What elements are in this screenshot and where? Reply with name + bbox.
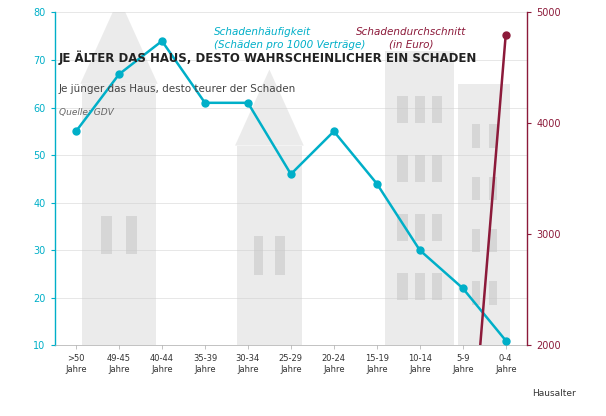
Bar: [415, 214, 425, 240]
Bar: [415, 273, 425, 300]
Bar: [489, 177, 497, 200]
Text: JE ÄLTER DAS HAUS, DESTO WAHRSCHEINLICHER EIN SCHADEN: JE ÄLTER DAS HAUS, DESTO WAHRSCHEINLICHE…: [59, 50, 477, 65]
Bar: [432, 214, 442, 240]
Bar: [254, 236, 264, 275]
Bar: [472, 281, 479, 305]
Text: Schadendurchschnitt
(in Euro): Schadendurchschnitt (in Euro): [356, 27, 467, 50]
Bar: [489, 229, 497, 253]
Bar: [398, 155, 408, 182]
Bar: [385, 50, 454, 345]
Text: Quelle: GDV: Quelle: GDV: [59, 108, 113, 116]
Bar: [237, 146, 302, 345]
Text: Hausalter: Hausalter: [532, 389, 576, 398]
Bar: [472, 229, 479, 253]
Bar: [415, 155, 425, 182]
Bar: [82, 84, 156, 345]
Bar: [459, 84, 510, 345]
Bar: [275, 236, 285, 275]
Bar: [415, 96, 425, 123]
Bar: [472, 177, 479, 200]
Bar: [398, 214, 408, 240]
Bar: [472, 124, 479, 148]
Bar: [432, 155, 442, 182]
Polygon shape: [235, 69, 304, 146]
Text: Schadenhäufigkeit
(Schäden pro 1000 Verträge): Schadenhäufigkeit (Schäden pro 1000 Vert…: [213, 27, 365, 50]
Bar: [432, 96, 442, 123]
Text: Je jünger das Haus, desto teurer der Schaden: Je jünger das Haus, desto teurer der Sch…: [59, 84, 296, 94]
Bar: [489, 124, 497, 148]
Bar: [432, 273, 442, 300]
Bar: [101, 215, 112, 254]
Bar: [398, 273, 408, 300]
Bar: [489, 281, 497, 305]
Bar: [125, 215, 136, 254]
Bar: [398, 96, 408, 123]
Polygon shape: [81, 0, 158, 84]
